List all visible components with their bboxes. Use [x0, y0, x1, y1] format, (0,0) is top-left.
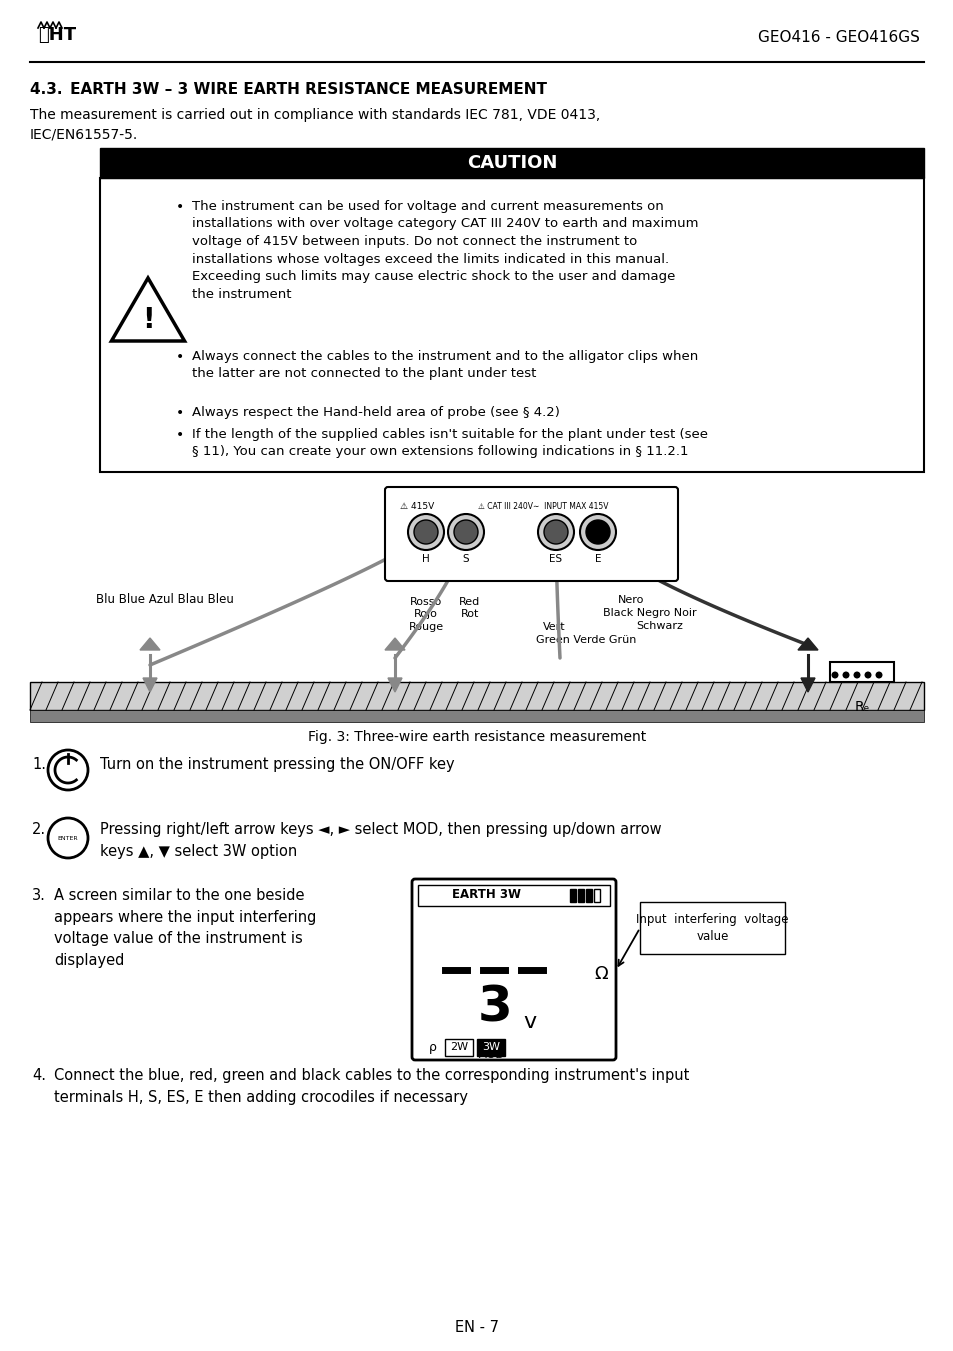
- Text: Black Negro Noir: Black Negro Noir: [602, 608, 696, 617]
- Text: Always respect the Hand-held area of probe (see § 4.2): Always respect the Hand-held area of pro…: [192, 407, 559, 419]
- Text: Green Verde Grün: Green Verde Grün: [536, 635, 636, 644]
- Text: •: •: [175, 200, 184, 213]
- Text: Turn on the instrument pressing the ON/OFF key: Turn on the instrument pressing the ON/O…: [100, 757, 455, 771]
- Text: 2.: 2.: [32, 821, 46, 838]
- Circle shape: [408, 513, 443, 550]
- Circle shape: [414, 520, 437, 544]
- Text: If the length of the supplied cables isn't suitable for the plant under test (se: If the length of the supplied cables isn…: [192, 428, 707, 458]
- Text: ρ: ρ: [429, 1040, 436, 1054]
- Text: Pressing right/left arrow keys ◄, ► select MOD, then pressing up/down arrow
keys: Pressing right/left arrow keys ◄, ► sele…: [100, 821, 661, 859]
- Text: Fig. 3: Three-wire earth resistance measurement: Fig. 3: Three-wire earth resistance meas…: [308, 730, 645, 744]
- Polygon shape: [140, 638, 160, 650]
- Text: Schwarz: Schwarz: [636, 621, 682, 631]
- Circle shape: [863, 671, 871, 678]
- Bar: [585, 889, 592, 902]
- Polygon shape: [143, 678, 157, 692]
- Bar: [444, 1039, 473, 1056]
- Text: Ω: Ω: [594, 965, 607, 984]
- Polygon shape: [112, 278, 184, 340]
- Text: 3W: 3W: [481, 1042, 499, 1052]
- Text: Nero: Nero: [618, 594, 643, 605]
- Polygon shape: [385, 638, 405, 650]
- Text: Blu Blue Azul Blau Bleu: Blu Blue Azul Blau Bleu: [96, 593, 233, 607]
- Circle shape: [579, 513, 616, 550]
- Text: CAUTION: CAUTION: [466, 154, 557, 172]
- Bar: [829, 662, 893, 682]
- Polygon shape: [797, 638, 817, 650]
- Bar: [30, 711, 923, 721]
- Text: Always connect the cables to the instrument and to the alligator clips when
the : Always connect the cables to the instrum…: [192, 350, 698, 381]
- Text: Connect the blue, red, green and black cables to the corresponding instrument's : Connect the blue, red, green and black c…: [54, 1069, 689, 1105]
- Bar: [100, 149, 923, 178]
- Bar: [100, 178, 923, 471]
- Text: EN - 7: EN - 7: [455, 1320, 498, 1335]
- Bar: [569, 889, 576, 902]
- Text: 4.3. EARTH 3W – 3 WIRE EARTH RESISTANCE MEASUREMENT: 4.3. EARTH 3W – 3 WIRE EARTH RESISTANCE …: [30, 82, 546, 97]
- Bar: [30, 682, 923, 711]
- Circle shape: [448, 513, 483, 550]
- Text: Rₑ: Rₑ: [854, 700, 869, 713]
- Text: GEO416 - GEO416GS: GEO416 - GEO416GS: [758, 31, 919, 46]
- Text: v: v: [523, 1012, 536, 1032]
- Text: The measurement is carried out in compliance with standards IEC 781, VDE 0413,
I: The measurement is carried out in compli…: [30, 108, 599, 142]
- Bar: [417, 885, 609, 907]
- Polygon shape: [801, 678, 814, 692]
- Bar: [476, 1039, 504, 1056]
- Text: A screen similar to the one beside
appears where the input interfering
voltage v: A screen similar to the one beside appea…: [54, 888, 316, 967]
- Text: S: S: [462, 554, 469, 563]
- Circle shape: [585, 520, 609, 544]
- Bar: [578, 889, 583, 902]
- Text: MOD: MOD: [477, 1050, 504, 1061]
- Text: Vert: Vert: [542, 621, 565, 632]
- Text: !: !: [142, 305, 154, 334]
- Text: H: H: [421, 554, 430, 563]
- Text: The instrument can be used for voltage and current measurements on
installations: The instrument can be used for voltage a…: [192, 200, 698, 300]
- Text: EARTH 3W: EARTH 3W: [452, 889, 521, 901]
- Text: Red
Rot: Red Rot: [459, 597, 480, 619]
- Text: •: •: [175, 428, 184, 442]
- Text: ENTER: ENTER: [57, 835, 78, 840]
- Circle shape: [875, 671, 882, 678]
- Text: ⚠ 415V: ⚠ 415V: [399, 501, 434, 511]
- Text: 1.: 1.: [32, 757, 46, 771]
- Text: Rosso
Rojo
Rouge: Rosso Rojo Rouge: [408, 597, 443, 632]
- Text: ⚠ CAT III 240V∼  INPUT MAX 415V: ⚠ CAT III 240V∼ INPUT MAX 415V: [477, 501, 608, 511]
- Text: •: •: [175, 350, 184, 363]
- Text: •: •: [175, 407, 184, 420]
- Circle shape: [454, 520, 477, 544]
- Bar: [594, 889, 599, 902]
- Circle shape: [841, 671, 848, 678]
- Text: 3.: 3.: [32, 888, 46, 902]
- FancyBboxPatch shape: [412, 880, 616, 1061]
- Text: 3: 3: [477, 984, 512, 1032]
- Text: ES: ES: [549, 554, 562, 563]
- Text: E: E: [594, 554, 600, 563]
- Circle shape: [831, 671, 838, 678]
- Circle shape: [48, 817, 88, 858]
- Bar: [639, 902, 784, 954]
- Polygon shape: [388, 678, 401, 692]
- Circle shape: [853, 671, 860, 678]
- Text: 4.: 4.: [32, 1069, 46, 1084]
- Circle shape: [537, 513, 574, 550]
- Circle shape: [48, 750, 88, 790]
- Text: Input  interfering  voltage
value: Input interfering voltage value: [636, 912, 788, 943]
- Text: ⿣HT: ⿣HT: [38, 26, 76, 45]
- Text: 2W: 2W: [450, 1042, 468, 1052]
- Circle shape: [543, 520, 567, 544]
- FancyBboxPatch shape: [385, 486, 678, 581]
